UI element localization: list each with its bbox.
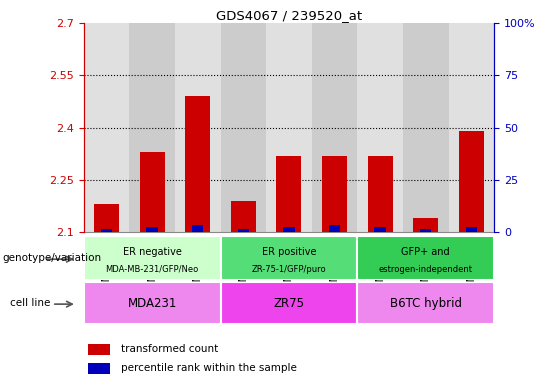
Text: cell line: cell line — [10, 298, 50, 308]
Text: genotype/variation: genotype/variation — [3, 253, 102, 263]
Text: ZR75: ZR75 — [273, 297, 305, 310]
Bar — [129, 23, 175, 232]
Bar — [146, 227, 158, 232]
Text: MDA231: MDA231 — [127, 297, 177, 310]
Bar — [139, 152, 165, 232]
Text: ZR-75-1/GFP/puro: ZR-75-1/GFP/puro — [252, 265, 326, 274]
Text: transformed count: transformed count — [120, 344, 218, 354]
Bar — [329, 225, 340, 232]
Bar — [357, 23, 403, 232]
Bar — [283, 227, 295, 232]
Bar — [459, 131, 484, 232]
Text: MDA-MB-231/GFP/Neo: MDA-MB-231/GFP/Neo — [105, 265, 199, 274]
Text: ER negative: ER negative — [123, 247, 181, 257]
Bar — [175, 23, 220, 232]
Bar — [84, 23, 129, 232]
Bar — [357, 236, 494, 280]
Bar — [84, 282, 220, 324]
Bar — [266, 23, 312, 232]
Bar — [84, 236, 220, 280]
Text: estrogen-independent: estrogen-independent — [379, 265, 472, 274]
Bar — [220, 236, 357, 280]
Bar — [185, 96, 210, 232]
Bar — [413, 218, 438, 232]
Bar — [374, 227, 386, 232]
Bar — [276, 156, 301, 232]
Bar — [231, 201, 256, 232]
Text: percentile rank within the sample: percentile rank within the sample — [120, 363, 296, 373]
Bar — [420, 229, 431, 232]
Title: GDS4067 / 239520_at: GDS4067 / 239520_at — [216, 9, 362, 22]
Bar — [94, 204, 119, 232]
Text: ER positive: ER positive — [262, 247, 316, 257]
Text: GFP+ and: GFP+ and — [401, 247, 450, 257]
Text: B6TC hybrid: B6TC hybrid — [390, 297, 462, 310]
Bar — [101, 229, 112, 232]
Bar — [88, 363, 110, 374]
Bar — [357, 282, 494, 324]
Bar — [220, 23, 266, 232]
Bar — [368, 156, 393, 232]
Bar — [238, 229, 249, 232]
Bar — [220, 282, 357, 324]
Bar — [192, 225, 204, 232]
Bar — [449, 23, 494, 232]
Bar — [465, 227, 477, 232]
Bar — [403, 23, 449, 232]
Bar — [312, 23, 357, 232]
Bar — [88, 344, 110, 355]
Bar — [322, 156, 347, 232]
